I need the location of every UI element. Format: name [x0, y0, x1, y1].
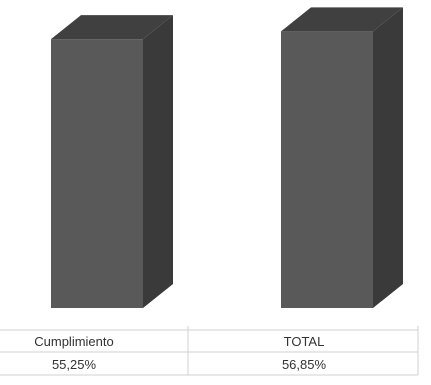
category-label-cumplimiento: Cumplimiento — [34, 334, 113, 349]
bar-side-total — [373, 7, 403, 309]
bar-cumplimiento — [51, 39, 143, 308]
bar-top-total — [281, 7, 403, 32]
bar-top-cumplimiento — [51, 15, 173, 40]
value-label-cumplimiento: 55,25% — [52, 357, 97, 372]
value-label-total: 56,85% — [282, 357, 327, 372]
bars-group — [51, 7, 403, 309]
bar-side-cumplimiento — [143, 15, 173, 308]
bar-total — [281, 31, 373, 309]
data-table: Cumplimiento TOTAL 55,25% 56,85% — [0, 326, 419, 376]
category-label-total: TOTAL — [284, 334, 325, 349]
